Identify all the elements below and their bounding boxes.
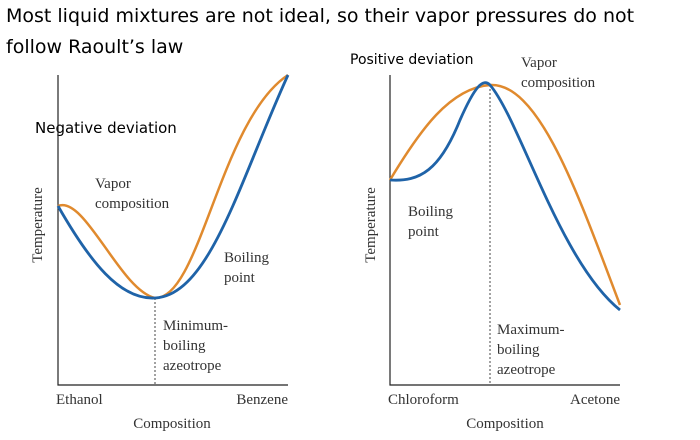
liquid-curve	[389, 81, 621, 312]
heading: Positive deviation	[350, 52, 474, 68]
liquid-label: Boiling	[408, 204, 454, 220]
x-end: Benzene	[236, 392, 288, 408]
right-diagram: Positive deviation Temperature Compositi…	[350, 52, 622, 432]
liquid-curve	[56, 74, 290, 300]
x-end: Acetone	[570, 392, 620, 408]
x-label: Composition	[466, 416, 544, 432]
x-label: Composition	[133, 416, 211, 432]
azeotrope-label: boiling	[497, 342, 540, 358]
azeotrope-label: Minimum-	[163, 318, 228, 334]
azeotrope-label: boiling	[163, 338, 206, 354]
vapor-label: Vapor	[95, 176, 131, 192]
title-line: Most liquid mixtures are not ideal, so t…	[6, 5, 634, 27]
vapor-curve	[388, 83, 622, 306]
left-diagram: Negative deviation Temperature Compositi…	[30, 73, 290, 432]
vapor-label: composition	[521, 75, 596, 91]
liquid-label: point	[408, 224, 440, 240]
y-label: Temperature	[363, 187, 379, 263]
liquid-label: point	[224, 270, 256, 286]
liquid-label: Boiling	[224, 250, 270, 266]
title-line: follow Raoult’s law	[6, 36, 183, 58]
vapor-label: composition	[95, 196, 170, 212]
x-start: Ethanol	[56, 392, 103, 408]
heading: Negative deviation	[35, 119, 177, 137]
vapor-label: Vapor	[521, 55, 557, 71]
y-label: Temperature	[30, 187, 46, 263]
azeotrope-label: Maximum-	[497, 322, 565, 338]
azeotrope-label: azeotrope	[497, 362, 556, 378]
axes	[57, 75, 288, 386]
azeotrope-label: azeotrope	[163, 358, 222, 374]
x-start: Chloroform	[388, 392, 459, 408]
